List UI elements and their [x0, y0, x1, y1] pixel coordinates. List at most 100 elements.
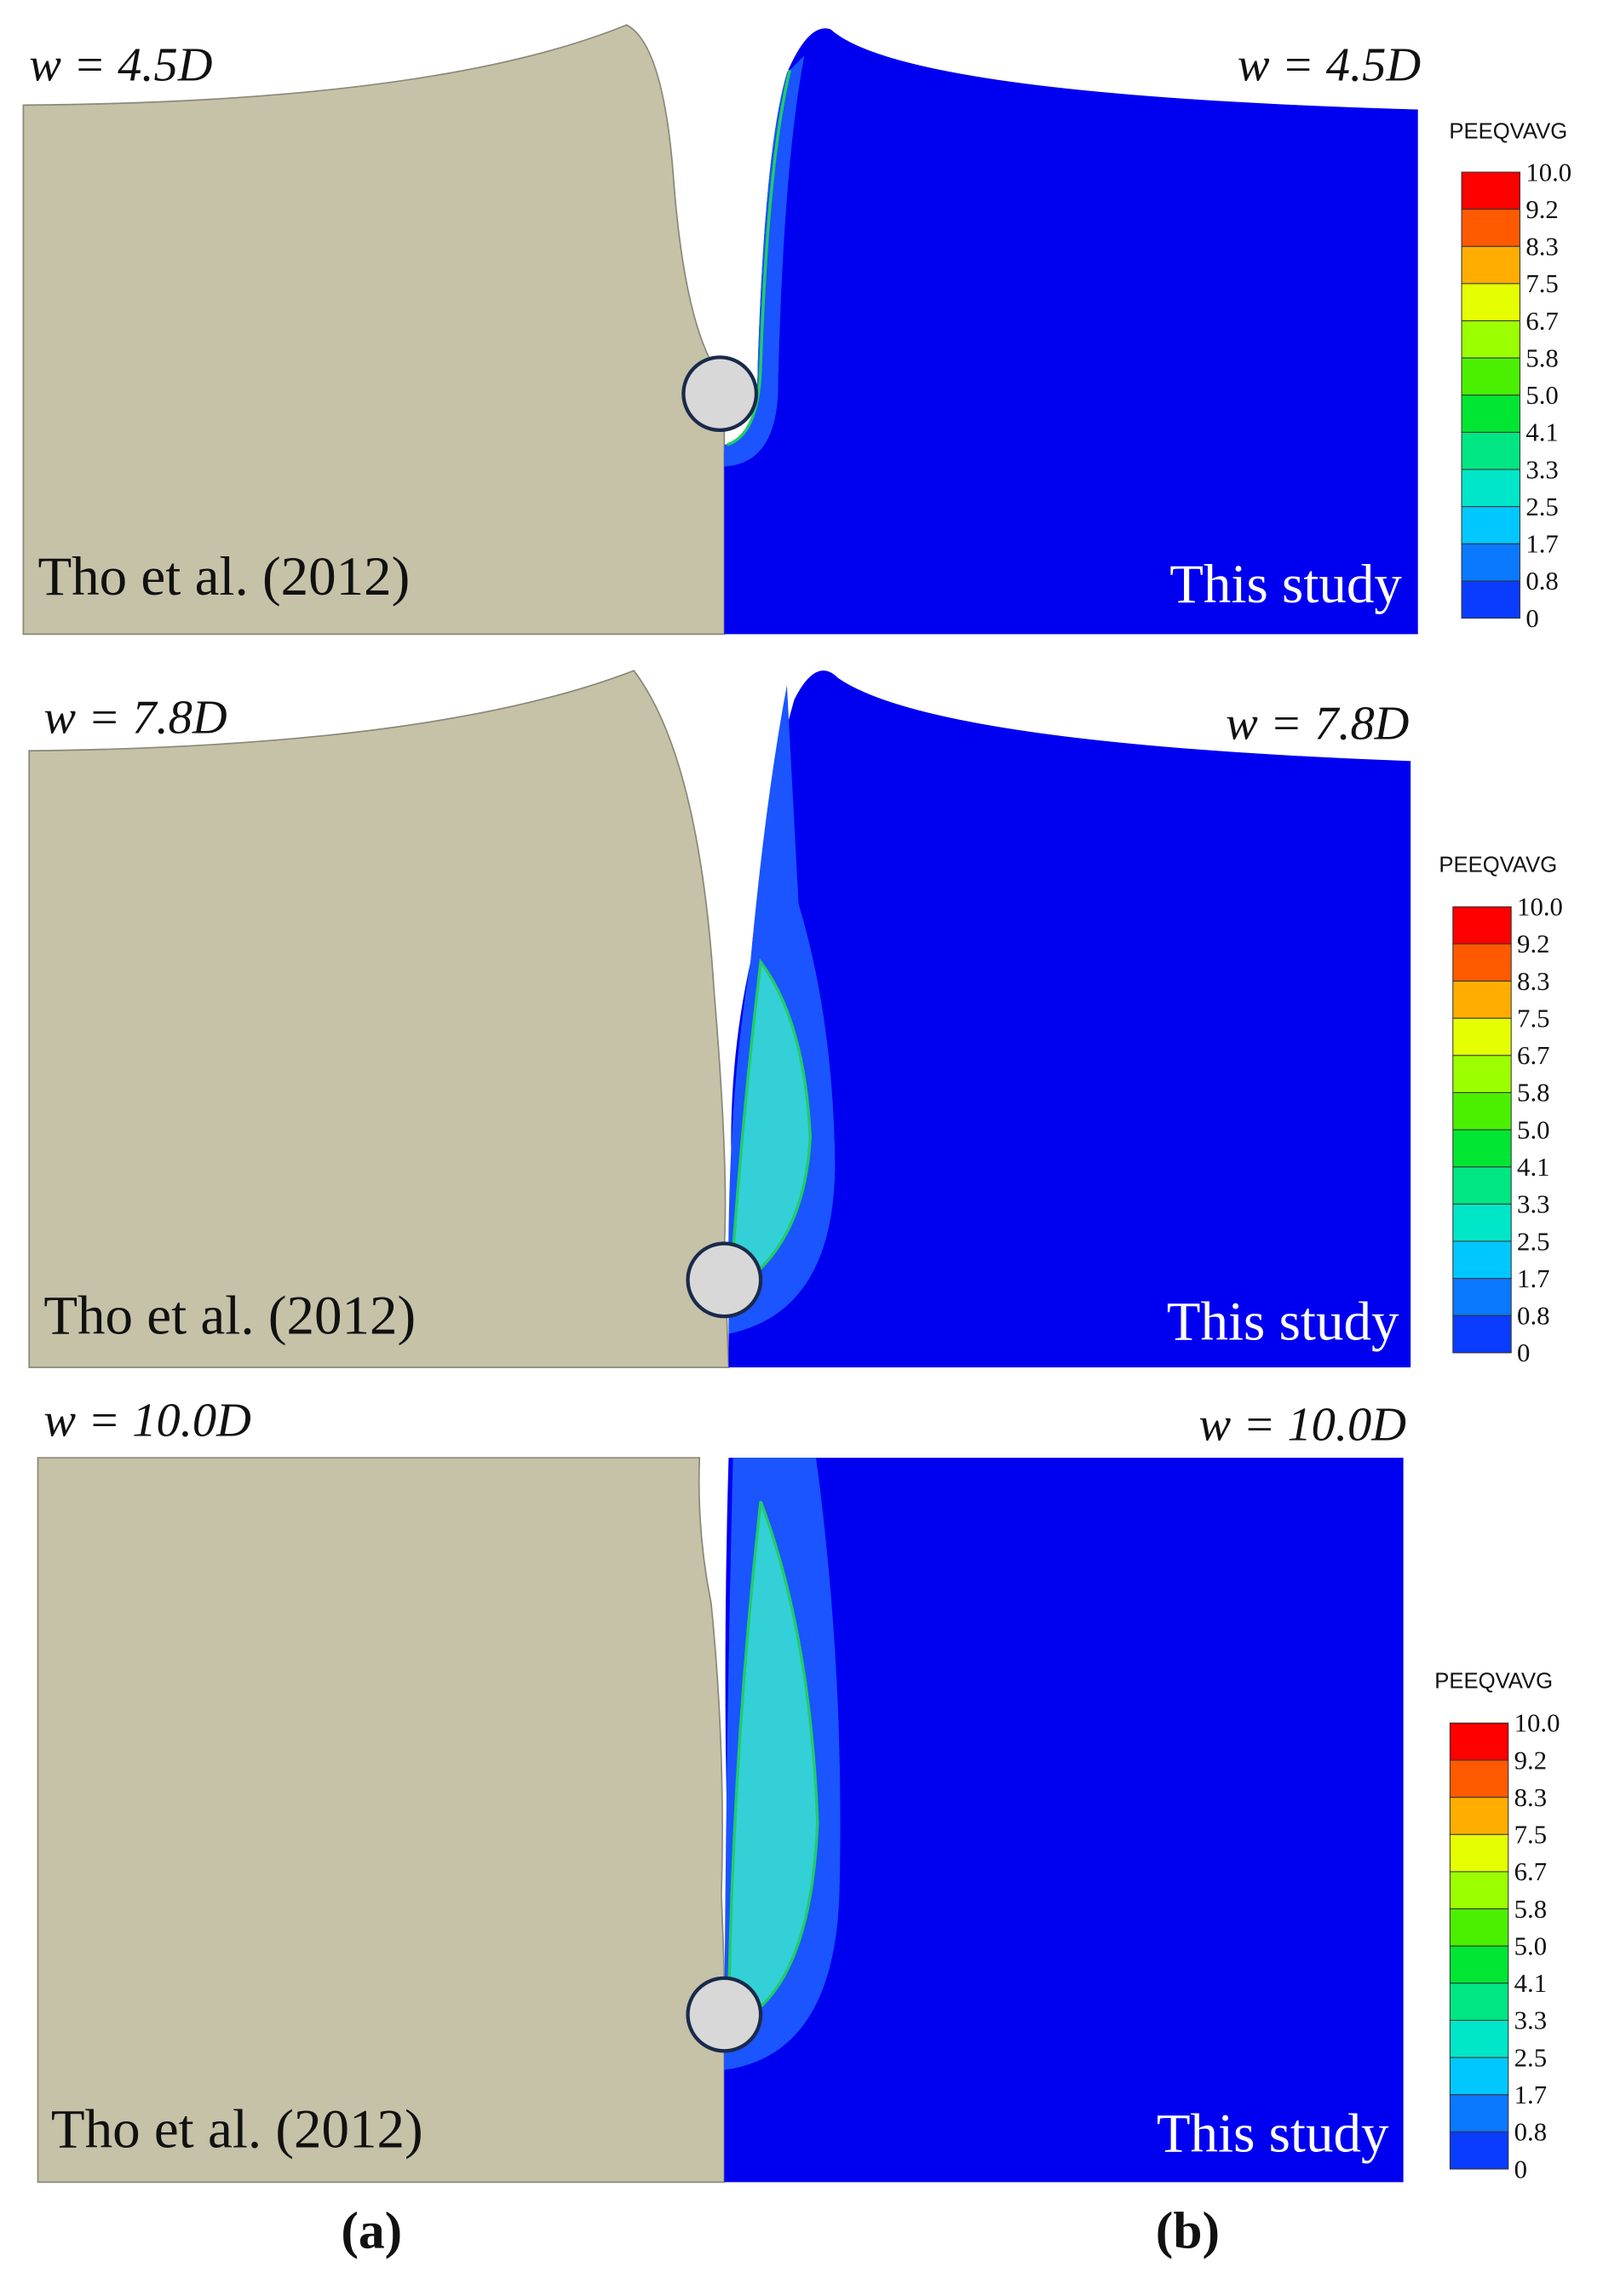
legend-label: 5.0	[1525, 381, 1558, 410]
width-label: w = 10.0D	[43, 1394, 251, 1447]
legend-label: 0.8	[1514, 2118, 1547, 2147]
legend-swatch	[1461, 171, 1520, 210]
legend-title: PEEQVAVG	[1439, 853, 1557, 877]
legend-swatch	[1461, 543, 1520, 582]
legend-label: 9.2	[1525, 195, 1558, 224]
soil-contour	[724, 1458, 1404, 2183]
legend-swatch	[1449, 2057, 1509, 2096]
legend-swatch	[1461, 209, 1520, 247]
subcaption: (b)	[1156, 2201, 1220, 2259]
legend-swatch	[1449, 1722, 1509, 1761]
legend-label: 9.2	[1517, 929, 1549, 958]
legend-swatch	[1452, 1091, 1512, 1131]
legend-swatch	[1449, 2094, 1509, 2132]
strain-band	[727, 1500, 819, 2028]
legend-label: 0	[1525, 604, 1538, 633]
soil-reference	[28, 670, 730, 1368]
width-label: w = 10.0D	[1198, 1399, 1406, 1452]
legend-swatch	[1452, 1278, 1512, 1316]
legend-label: 8.3	[1514, 1783, 1547, 1812]
legend-swatch	[1452, 981, 1512, 1019]
legend-label: 3.3	[1525, 455, 1558, 484]
legend-label: 5.0	[1514, 1931, 1547, 1960]
legend-title: PEEQVAVG	[1449, 120, 1567, 144]
legend-label: 0	[1517, 1338, 1530, 1367]
legend-label: 10.0	[1514, 1709, 1560, 1738]
legend-label: 0.8	[1525, 567, 1558, 596]
pipe	[681, 355, 759, 433]
study-caption: This study	[1167, 1291, 1399, 1352]
legend-label: 7.5	[1517, 1004, 1549, 1033]
legend-swatch	[1452, 906, 1512, 945]
soil-contour	[728, 670, 1411, 1367]
legend-label: 2.5	[1517, 1227, 1549, 1256]
soil-reference	[22, 24, 726, 636]
legend-swatch	[1461, 283, 1520, 322]
legend-label: 4.1	[1517, 1153, 1549, 1182]
subcaption: (a)	[341, 2201, 402, 2259]
legend-swatch	[1449, 1871, 1509, 1910]
legend-label: 0	[1514, 2155, 1527, 2184]
legend-label: 3.3	[1514, 2006, 1547, 2035]
legend-swatch	[1452, 1203, 1512, 1242]
legend-label: 2.5	[1514, 2043, 1547, 2072]
legend-swatch	[1461, 245, 1520, 285]
study-caption: This study	[1157, 2103, 1389, 2164]
legend-label: 7.5	[1525, 269, 1558, 298]
soil-reference	[37, 1457, 726, 2184]
legend-swatch	[1452, 1055, 1512, 1093]
legend-swatch	[1449, 1833, 1509, 1873]
pipe	[686, 1241, 763, 1319]
legend-label: 8.3	[1525, 233, 1558, 262]
legend-label: 2.5	[1525, 492, 1558, 521]
legend-swatch	[1449, 2131, 1509, 2170]
legend-swatch	[1452, 943, 1512, 982]
legend-swatch	[1461, 580, 1520, 619]
width-label: w = 7.8D	[1226, 698, 1409, 751]
legend-swatch	[1449, 1908, 1509, 1947]
width-label: w = 7.8D	[43, 692, 227, 745]
legend-swatch	[1461, 506, 1520, 544]
legend-label: 7.5	[1514, 1821, 1547, 1850]
legend-label: 1.7	[1525, 530, 1558, 559]
legend-label: 5.8	[1525, 343, 1558, 372]
legend-swatch	[1449, 2019, 1509, 2058]
legend-label: 0.8	[1517, 1302, 1549, 1331]
legend-label: 9.2	[1514, 1746, 1547, 1775]
legend-swatch	[1452, 1315, 1512, 1354]
legend-label: 3.3	[1517, 1190, 1549, 1219]
legend-label: 8.3	[1517, 967, 1549, 996]
legend-label: 4.1	[1525, 418, 1558, 447]
pipe	[686, 1976, 763, 2053]
legend-swatch	[1452, 1166, 1512, 1205]
legend-swatch	[1449, 1797, 1509, 1835]
width-label: w = 4.5D	[29, 38, 212, 91]
legend-swatch	[1461, 357, 1520, 396]
legend-swatch	[1452, 1240, 1512, 1280]
legend-label: 10.0	[1525, 158, 1571, 187]
strain-band	[731, 958, 812, 1293]
reference-caption: Tho et al. (2012)	[37, 546, 410, 607]
legend-label: 6.7	[1517, 1041, 1549, 1070]
legend-swatch	[1461, 320, 1520, 359]
legend-label: 4.1	[1514, 1969, 1547, 1998]
legend-label: 5.8	[1514, 1895, 1547, 1924]
legend-label: 1.7	[1517, 1264, 1549, 1293]
legend-swatch	[1461, 469, 1520, 508]
legend-swatch	[1461, 431, 1520, 470]
legend-swatch	[1449, 1982, 1509, 2021]
legend-swatch	[1452, 1129, 1512, 1168]
legend-label: 1.7	[1514, 2080, 1547, 2109]
study-caption: This study	[1169, 554, 1402, 615]
width-label: w = 4.5D	[1238, 38, 1421, 91]
legend-title: PEEQVAVG	[1434, 1669, 1553, 1693]
legend-label: 6.7	[1514, 1857, 1547, 1886]
legend-label: 10.0	[1517, 893, 1563, 922]
legend-label: 6.7	[1525, 307, 1558, 336]
soil-contour	[724, 28, 1418, 635]
legend-swatch	[1449, 1945, 1509, 1984]
legend-swatch	[1449, 1759, 1509, 1798]
legend-swatch	[1452, 1017, 1512, 1056]
reference-caption: Tho et al. (2012)	[43, 1286, 416, 1347]
